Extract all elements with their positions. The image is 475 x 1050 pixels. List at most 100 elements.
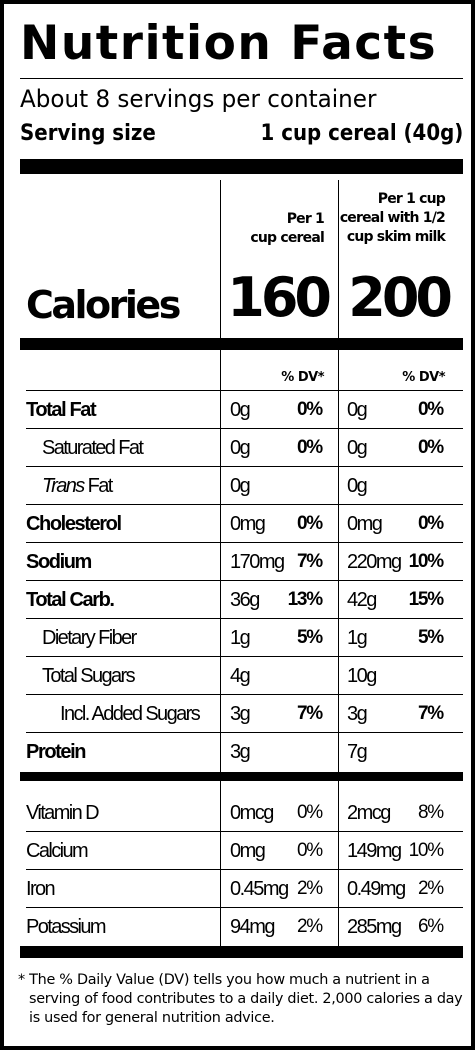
amount-per-cup: 36g [230, 589, 260, 611]
dv-with-milk: 0% [417, 513, 444, 534]
thick-divider [20, 159, 463, 174]
dv-per-cup: 0% [296, 437, 323, 458]
column-heading-line: cup skim milk [346, 229, 446, 245]
amount-per-cup: 0mcg [230, 802, 274, 824]
amount-per-cup: 0g [230, 399, 251, 421]
dv-with-milk: 0% [417, 399, 444, 420]
amount-per-cup: 0mg [230, 513, 266, 535]
nutrient-row: Protein 3g 7g [26, 733, 463, 771]
nutrient-name: Cholesterol [26, 513, 122, 535]
footnote-line: serving of food contributes to a daily d… [29, 991, 463, 1007]
nutrient-row: Iron 0.45mg 2% 0.49mg 2% [26, 870, 463, 908]
amount-with-milk: 0g [347, 475, 368, 497]
nutrient-row: Potassium 94mg 2% 285mg 6% [26, 908, 463, 946]
dv-per-cup: 7% [296, 703, 323, 724]
dv-with-milk: 7% [417, 703, 444, 724]
serving-size-row: Serving size 1 cup cereal (40g) [20, 118, 463, 150]
nutrient-row: Trans Fat 0g 0g [26, 467, 463, 505]
dv-with-milk: 5% [417, 627, 444, 648]
row-divider [26, 907, 463, 908]
dv-per-cup: 2% [296, 878, 323, 899]
dv-with-milk: 0% [417, 437, 444, 458]
amount-per-cup: 4g [230, 665, 251, 687]
nutrient-name: Sodium [26, 551, 92, 573]
nutrient-name: Vitamin D [26, 802, 100, 824]
amount-per-cup: 170mg [230, 551, 285, 573]
row-divider [26, 580, 463, 581]
dv-per-cup: 5% [296, 627, 323, 648]
serving-size-value: 1 cup cereal (40g) [260, 121, 463, 146]
row-divider [26, 618, 463, 619]
nutrient-row: Calcium 0mg 0% 149mg 10% [26, 832, 463, 870]
amount-per-cup: 1g [230, 627, 251, 649]
nutrient-row: Dietary Fiber 1g 5% 1g 5% [26, 619, 463, 657]
nutrient-row: Sodium 170mg 7% 220mg 10% [26, 543, 463, 581]
row-divider [26, 656, 463, 657]
column-separator [220, 180, 221, 946]
nutrient-name: Saturated Fat [42, 437, 144, 459]
amount-with-milk: 0.49mg [347, 878, 406, 900]
nutrient-name: Dietary Fiber [42, 627, 137, 649]
nutrient-name: Protein [26, 741, 87, 763]
column-heading-line: cup cereal [250, 230, 324, 246]
calories-per-cup: 160 [227, 266, 332, 329]
nutrient-name: Incl. Added Sugars [60, 703, 201, 725]
footnote-line: is used for general nutrition advice. [29, 1010, 275, 1026]
nutrient-name-italic: Trans [42, 475, 85, 497]
amount-per-cup: 0mg [230, 840, 266, 862]
daily-value-footnote: * The % Daily Value (DV) tells you how m… [18, 971, 468, 1028]
amount-with-milk: 220mg [347, 551, 402, 573]
column-heading-line: Per 1 cup [377, 191, 446, 207]
nutrient-row: Cholesterol 0mg 0% 0mg 0% [26, 505, 463, 543]
nutrient-name: Calcium [26, 840, 89, 862]
column-heading-with-milk: Per 1 cup cereal with 1/2 cup skim milk [327, 190, 446, 247]
dv-per-cup: 7% [296, 551, 323, 572]
thick-divider [20, 946, 463, 958]
column-heading-per-cup: Per 1 cup cereal [214, 210, 324, 248]
amount-per-cup: 0g [230, 437, 251, 459]
nutrient-name: Total Carb. [26, 589, 115, 611]
amount-with-milk: 0mg [347, 513, 383, 535]
row-divider [26, 390, 463, 391]
divider [20, 78, 463, 79]
column-heading-line: Per 1 [286, 211, 325, 227]
dv-with-milk: 10% [408, 551, 445, 572]
amount-with-milk: 285mg [347, 916, 402, 938]
nutrient-name: Total Sugars [42, 665, 136, 687]
dv-with-milk: 10% [408, 840, 445, 861]
column-heading-line: cereal with 1/2 [339, 210, 446, 226]
amount-per-cup: 0g [230, 475, 251, 497]
amount-with-milk: 42g [347, 589, 377, 611]
dv-header: % DV* [402, 370, 445, 385]
nutrient-row: Vitamin D 0mcg 0% 2mcg 8% [26, 794, 463, 832]
nutrient-row: Total Carb. 36g 13% 42g 15% [26, 581, 463, 619]
dv-with-milk: 2% [417, 878, 444, 899]
calories-with-milk: 200 [348, 266, 453, 329]
row-divider [26, 504, 463, 505]
amount-with-milk: 0g [347, 437, 368, 459]
nutrient-name: Trans Fat [42, 467, 113, 505]
nutrient-name: Iron [26, 878, 56, 900]
amount-per-cup: 3g [230, 703, 251, 725]
amount-per-cup: 94mg [230, 916, 276, 938]
row-divider [26, 831, 463, 832]
nutrient-row: Total Fat 0g 0% 0g 0% [26, 391, 463, 429]
dv-with-milk: 6% [417, 916, 444, 937]
nutrient-row: Incl. Added Sugars 3g 7% 3g 7% [26, 695, 463, 733]
label-title: Nutrition Facts [20, 16, 438, 71]
amount-with-milk: 10g [347, 665, 377, 687]
row-divider [26, 694, 463, 695]
amount-per-cup: 0.45mg [230, 878, 289, 900]
amount-with-milk: 2mcg [347, 802, 391, 824]
row-divider [26, 542, 463, 543]
dv-with-milk: 15% [408, 589, 445, 610]
column-separator [338, 180, 339, 946]
nutrient-name: Total Fat [26, 399, 97, 421]
amount-per-cup: 3g [230, 741, 251, 763]
amount-with-milk: 0g [347, 399, 368, 421]
dv-per-cup: 13% [287, 589, 324, 610]
row-divider [26, 466, 463, 467]
dv-per-cup: 0% [296, 840, 323, 861]
nutrient-name: Potassium [26, 916, 107, 938]
